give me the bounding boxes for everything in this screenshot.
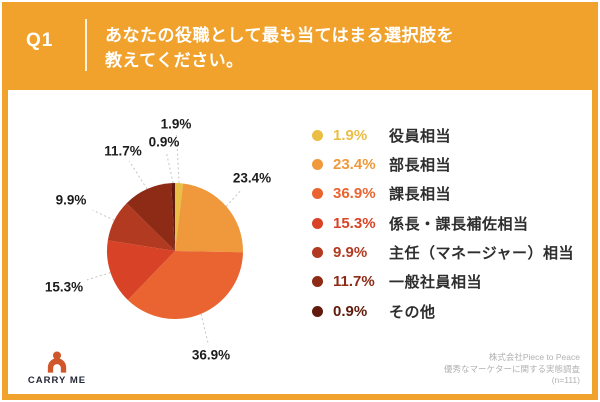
carryme-logo: CARRY ME [22, 350, 92, 386]
pie-label-leader-line [200, 313, 210, 346]
pie-label-leader-line [92, 209, 115, 221]
attribution-company: 株式会社Piece to Peace [488, 352, 580, 362]
legend-label: 課長相当 [389, 186, 452, 204]
legend-color-dot [312, 305, 323, 317]
pie-slice [175, 183, 244, 253]
question-number: Q1 [26, 30, 54, 51]
pie-label-leader-line [165, 151, 174, 184]
legend-color-dot [312, 188, 323, 200]
attribution-survey-name: 優秀なマーケターに関する実態調査 [443, 363, 580, 374]
legend-label: その他 [389, 303, 436, 321]
question-title: あなたの役職として最も当てはまる選択肢を 教えてください。 [105, 23, 454, 73]
header-divider [85, 19, 87, 71]
legend-item: 1.9% 役員相当 [312, 124, 574, 146]
legend-percent: 36.9% [333, 185, 376, 203]
question-title-line2: 教えてください。 [105, 51, 244, 70]
legend-percent: 0.9% [333, 302, 368, 320]
question-title-line1: あなたの役職として最も当てはまる選択肢を [105, 26, 455, 45]
chart-legend: 1.9% 役員相当 23.4% 部長相当 36.9% 課長相当 15.3% 係長・課長補佐相当… [312, 124, 574, 330]
legend-item: 11.7% 一般社員相当 [312, 271, 574, 293]
legend-percent: 23.4% [333, 155, 376, 173]
legend-color-dot [312, 129, 323, 141]
pie-percent-label: 0.9% [149, 135, 180, 150]
legend-item: 23.4% 部長相当 [312, 153, 574, 175]
pie-chart: 1.9% 23.4% 36.9% 15.3% 9.9% 11.7% 0.9% [45, 117, 271, 363]
legend-color-dot [312, 247, 323, 259]
legend-percent: 1.9% [333, 126, 368, 144]
legend-percent: 15.3% [333, 214, 376, 232]
question-header: Q1 あなたの役職として最も当てはまる選択肢を 教えてください。 [2, 2, 598, 90]
pie-slice [171, 183, 175, 251]
pie-slice [126, 183, 175, 251]
pie-percent-label: 36.9% [192, 348, 230, 363]
legend-label: 係長・課長補佐相当 [389, 215, 529, 233]
legend-label: 主任（マネージャー）相当 [389, 245, 574, 263]
pie-percent-label: 23.4% [233, 171, 271, 186]
attribution-sample-size: (n=111) [551, 375, 580, 385]
pie-percent-label: 1.9% [161, 117, 192, 132]
pie-slice [127, 251, 243, 320]
pie-percent-label: 9.9% [56, 193, 87, 208]
attribution: 株式会社Piece to Peace 優秀なマーケターに関する実態調査 (n=1… [444, 352, 580, 387]
legend-item: 15.3% 係長・課長補佐相当 [312, 212, 574, 234]
pie-label-leader-line [176, 133, 180, 184]
pie-percent-label: 11.7% [104, 144, 142, 159]
pie-label-leader-line [128, 160, 148, 190]
legend-label: 一般社員相当 [389, 274, 483, 292]
legend-label: 部長相当 [389, 156, 452, 174]
pie-slice [107, 203, 175, 251]
pie-slice [107, 240, 175, 300]
legend-item: 0.9% その他 [312, 300, 574, 322]
pie-slice [175, 182, 184, 251]
legend-item: 36.9% 課長相当 [312, 183, 574, 205]
pie-percent-label: 15.3% [45, 280, 83, 295]
legend-percent: 9.9% [333, 244, 368, 262]
pie-label-leader-line [225, 189, 242, 207]
legend-color-dot [312, 217, 323, 229]
legend-color-dot [312, 158, 323, 170]
pie-label-leader-line [86, 272, 111, 281]
carryme-logo-text: CARRY ME [27, 375, 87, 386]
legend-item: 9.9% 主任（マネージャー）相当 [312, 242, 574, 264]
legend-label: 役員相当 [389, 127, 452, 145]
legend-percent: 11.7% [333, 273, 375, 291]
legend-color-dot [312, 276, 323, 288]
carryme-logo-icon [47, 351, 67, 373]
